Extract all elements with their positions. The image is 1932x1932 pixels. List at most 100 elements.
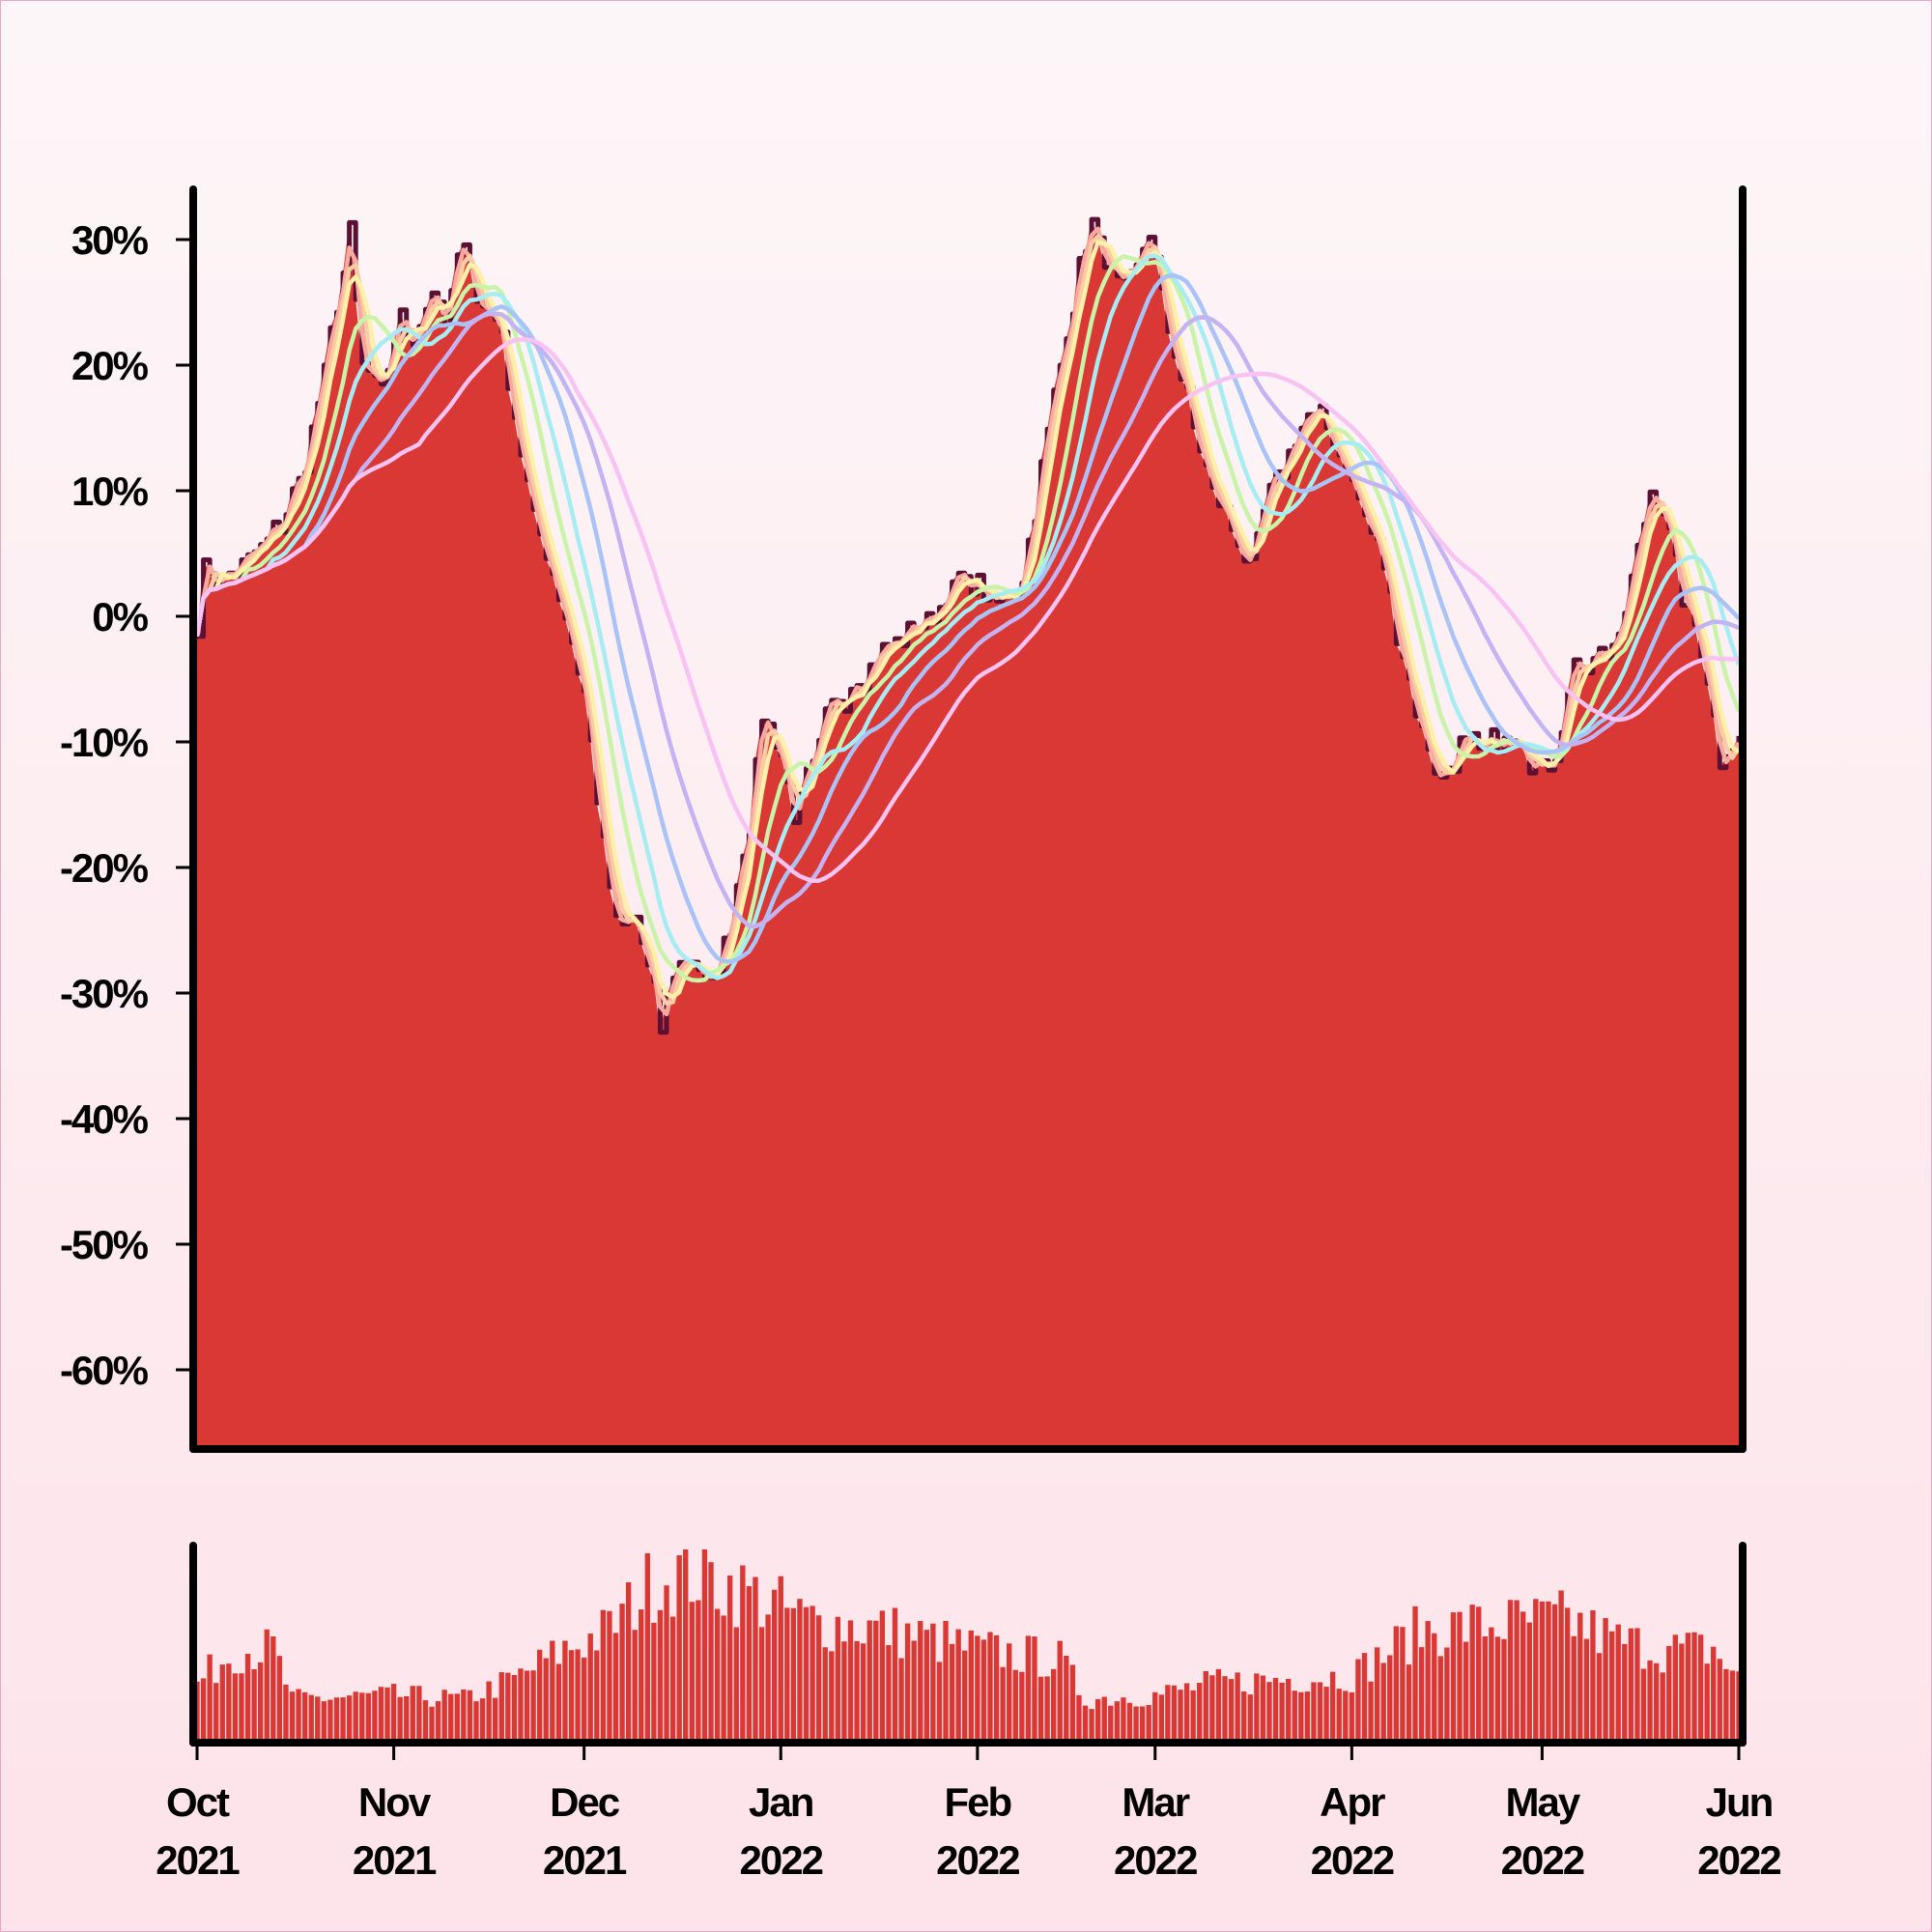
volume-bar (1171, 1685, 1178, 1739)
volume-bar (1222, 1676, 1228, 1739)
volume-bar (923, 1630, 929, 1739)
volume-bar (530, 1670, 536, 1739)
volume-bar (454, 1693, 460, 1739)
volume-bar (1139, 1706, 1146, 1739)
x-tick-label-year: 2021 (543, 1837, 627, 1883)
volume-bar (1406, 1664, 1412, 1739)
volume-bar (879, 1610, 886, 1739)
volume-bar (669, 1616, 676, 1739)
price-area-layer (197, 216, 1739, 1445)
x-tick-label-year: 2022 (1697, 1837, 1780, 1883)
volume-bar (1679, 1643, 1685, 1739)
x-tick-label-month: Feb (945, 1779, 1011, 1825)
x-tick-label-year: 2022 (936, 1837, 1019, 1883)
volume-bar (1450, 1612, 1457, 1739)
volume-bar (1094, 1698, 1101, 1739)
volume-bar (740, 1565, 746, 1739)
volume-bar (765, 1614, 771, 1739)
volume-bar (772, 1589, 778, 1739)
volume-bar (600, 1609, 607, 1739)
volume-bar (473, 1701, 479, 1739)
volume-bar (1546, 1601, 1551, 1739)
volume-bar (1361, 1653, 1368, 1739)
volume-bar (1057, 1640, 1063, 1739)
volume-bar (200, 1678, 207, 1739)
volume-bar (1152, 1691, 1158, 1739)
volume-bar (1260, 1675, 1266, 1739)
y-tick-label: 20% (71, 343, 149, 388)
volume-bar (1279, 1682, 1285, 1739)
volume-bar (689, 1602, 695, 1739)
volume-bar (898, 1658, 904, 1739)
volume-bar (1286, 1679, 1292, 1739)
volume-bar (289, 1691, 296, 1739)
volume-bar (993, 1634, 1000, 1739)
volume-bar (1558, 1590, 1564, 1739)
volume-bar (1298, 1691, 1304, 1739)
volume-bar (1355, 1659, 1361, 1739)
volume-bar (327, 1699, 333, 1739)
volume-bar (1178, 1690, 1183, 1739)
volume-bar (803, 1606, 810, 1739)
volume-bar (1437, 1656, 1443, 1739)
volume-bar (1723, 1668, 1729, 1739)
volume-bar (372, 1690, 378, 1739)
volume-bar (829, 1651, 835, 1739)
volume-bar (1583, 1638, 1590, 1739)
volume-bar (1622, 1643, 1628, 1739)
volume-bar (308, 1694, 314, 1739)
volume-bar (1254, 1673, 1260, 1739)
volume-bar (511, 1675, 518, 1739)
volume-bar (1133, 1706, 1139, 1739)
volume-bar (244, 1654, 251, 1739)
volume-bar (683, 1549, 689, 1739)
volume-bar (1037, 1676, 1044, 1739)
x-tick-label-year: 2022 (740, 1837, 823, 1883)
volume-bar (1489, 1627, 1494, 1739)
volume-bar (301, 1691, 308, 1739)
volume-bar (810, 1605, 815, 1739)
volume-bar (1418, 1647, 1425, 1739)
volume-bar (1266, 1682, 1272, 1739)
volume-bar (664, 1585, 669, 1739)
volume-bar (676, 1554, 682, 1739)
volume-bar (904, 1623, 911, 1739)
volume-bar (1691, 1632, 1697, 1739)
volume-bar (340, 1697, 346, 1739)
volume-bar (980, 1639, 987, 1739)
x-tick-label-month: Mar (1122, 1779, 1189, 1825)
volume-bar (1444, 1647, 1450, 1739)
x-tick-labels: Oct 2021 Nov 2021 Dec 2021 Jan 2022 Feb 2022 Mar 20… (156, 1779, 1782, 1883)
volume-bar (1729, 1670, 1736, 1739)
y-tick-label: -30% (60, 971, 149, 1016)
y-tick-label: -10% (60, 720, 149, 765)
volume-bar (607, 1610, 612, 1739)
axes-layer (176, 185, 1747, 1760)
volume-bar (1400, 1627, 1406, 1739)
volume-bar (962, 1650, 968, 1739)
volume-bar (1685, 1633, 1691, 1739)
volume-bar (562, 1640, 568, 1739)
y-tick-labels: 30% 20% 10% 0% -10% -20% -30% -40% -50% -60% (60, 217, 151, 1393)
volume-bar (1343, 1690, 1349, 1739)
volume-bar (1564, 1607, 1571, 1739)
volume-bar (1476, 1606, 1482, 1739)
y-tick-label: -20% (60, 845, 149, 891)
volume-bar (1571, 1635, 1577, 1739)
volume-bar (1711, 1646, 1717, 1739)
volume-bar (651, 1622, 657, 1739)
y-tick-label: 30% (71, 217, 149, 263)
volume-bar (296, 1689, 301, 1739)
volume-bar (536, 1649, 543, 1739)
volume-bar (1032, 1636, 1037, 1739)
volume-bar (518, 1668, 524, 1739)
x-tick-label-month: Apr (1320, 1779, 1385, 1825)
moving-average-line-36 (197, 337, 1739, 883)
y-tick-label: 0% (92, 594, 148, 639)
volume-bar (1640, 1668, 1647, 1739)
volume-bar (746, 1585, 753, 1739)
volume-bar (226, 1663, 232, 1739)
volume-bar (1387, 1655, 1393, 1739)
volume-bar (873, 1620, 879, 1739)
volume-bar (555, 1663, 562, 1739)
